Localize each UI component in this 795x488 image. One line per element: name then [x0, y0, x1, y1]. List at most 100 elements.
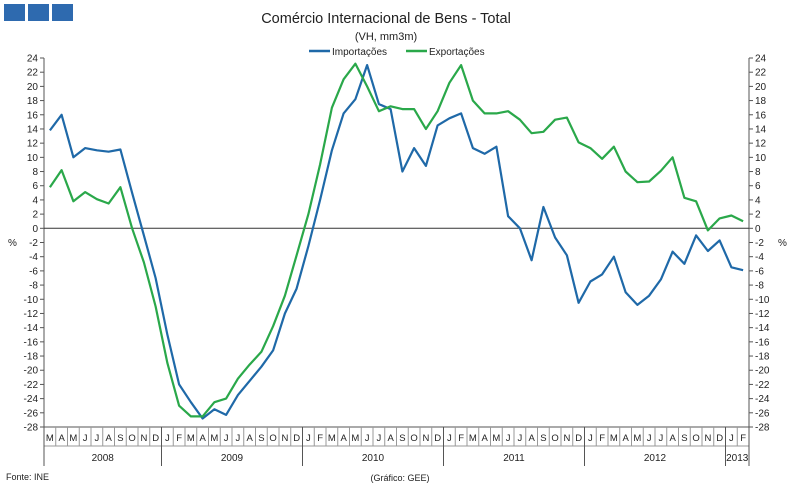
x-tick-label-month: S [258, 433, 264, 444]
y-tick-label-left: -10 [24, 295, 39, 306]
x-tick-label-month: S [681, 433, 687, 444]
y-tick-label-left: 10 [27, 153, 39, 164]
legend: Importações Exportações [309, 47, 485, 58]
x-tick-label-month: F [176, 433, 182, 444]
y-tick-label-left: -26 [24, 408, 39, 419]
y-tick-label-right: -10 [755, 295, 770, 306]
x-tick-label-month: J [83, 433, 88, 444]
x-tick-label-month: J [95, 433, 100, 444]
x-tick-label-month: S [540, 433, 546, 444]
x-tick-label-month: M [351, 433, 359, 444]
x-tick-label-month: M [69, 433, 77, 444]
y-tick-label-right: 8 [755, 167, 761, 178]
y-tick-label-right: -28 [755, 423, 770, 434]
y-tick-label-right: 0 [755, 224, 761, 235]
y-tick-label-left: -20 [24, 366, 39, 377]
legend-label-exportacoes: Exportações [429, 47, 485, 58]
x-tick-label-month: A [481, 433, 488, 444]
x-tick-label-month: D [152, 433, 159, 444]
x-tick-label-month: M [633, 433, 641, 444]
x-tick-label-month: J [236, 433, 241, 444]
x-tick-label-month: A [528, 433, 535, 444]
y-tick-label-right: -2 [755, 238, 764, 249]
y-tick-label-right: -8 [755, 281, 764, 292]
x-tick-label-month: A [669, 433, 676, 444]
y-tick-label-right: -18 [755, 352, 770, 363]
x-tick-label-month: A [246, 433, 253, 444]
x-tick-label-month: J [518, 433, 523, 444]
x-tick-label-month: D [575, 433, 582, 444]
y-axis-label-right: % [778, 238, 787, 249]
y-tick-label-right: -4 [755, 252, 764, 263]
x-tick-label-month: A [387, 433, 394, 444]
y-tick-label-right: 2 [755, 210, 761, 221]
y-tick-label-left: 12 [27, 139, 39, 150]
x-tick-label-month: S [117, 433, 123, 444]
x-tick-label-month: J [588, 433, 593, 444]
x-tick-label-month: O [269, 433, 276, 444]
x-tick-label-month: J [377, 433, 382, 444]
chart-title: Comércio Internacional de Bens - Total [261, 11, 511, 27]
y-tick-label-left: -2 [29, 238, 38, 249]
y-tick-label-left: 0 [32, 224, 38, 235]
y-axis-label-left: % [8, 238, 17, 249]
x-tick-label-year: 2013 [726, 453, 749, 464]
x-tick-label-month: M [328, 433, 336, 444]
x-tick-label-month: J [647, 433, 652, 444]
x-tick-label-month: O [410, 433, 417, 444]
y-tick-label-right: 10 [755, 153, 767, 164]
footer-source: Fonte: INE [6, 472, 49, 482]
x-tick-label-month: M [46, 433, 54, 444]
x-tick-label-month: J [447, 433, 452, 444]
chart-subtitle: (VH, mm3m) [355, 31, 417, 43]
x-tick-label-month: O [128, 433, 135, 444]
y-tick-label-left: 8 [32, 167, 38, 178]
y-tick-label-right: -6 [755, 266, 764, 277]
y-tick-label-right: 12 [755, 139, 767, 150]
y-tick-label-right: 16 [755, 110, 767, 121]
x-tick-label-month: M [210, 433, 218, 444]
y-tick-label-left: 18 [27, 96, 39, 107]
x-tick-label-year: 2009 [221, 453, 244, 464]
y-tick-label-left: -22 [24, 380, 39, 391]
y-tick-label-left: 2 [32, 210, 38, 221]
x-tick-label-month: J [306, 433, 311, 444]
legend-label-importacoes: Importações [332, 47, 387, 58]
y-tick-label-left: 24 [27, 54, 39, 65]
y-tick-label-left: -8 [29, 281, 38, 292]
y-tick-label-left: -24 [24, 394, 39, 405]
x-tick-label-month: F [740, 433, 746, 444]
x-tick-label-month: N [563, 433, 570, 444]
y-tick-label-right: 18 [755, 96, 767, 107]
y-tick-label-right: 24 [755, 54, 767, 65]
x-tick-label-month: A [105, 433, 112, 444]
x-tick-label-month: O [551, 433, 558, 444]
series-line-importacoes [49, 63, 744, 420]
y-tick-label-right: -22 [755, 380, 770, 391]
x-tick-label-month: J [659, 433, 664, 444]
logo-block [52, 4, 73, 21]
series-line-exportacoes [48, 62, 744, 418]
x-tick-label-year: 2008 [92, 453, 115, 464]
x-tick-label-month: A [340, 433, 347, 444]
y-tick-label-right: 14 [755, 124, 767, 135]
logo-block [4, 4, 25, 21]
x-tick-label-month: S [399, 433, 405, 444]
x-tick-label-month: N [281, 433, 288, 444]
x-tick-label-month: J [365, 433, 370, 444]
y-tick-label-right: 4 [755, 195, 761, 206]
y-tick-label-left: 16 [27, 110, 39, 121]
y-tick-label-left: -6 [29, 266, 38, 277]
y-tick-label-right: -14 [755, 323, 770, 334]
y-tick-label-left: 14 [27, 124, 39, 135]
x-tick-label-month: A [622, 433, 629, 444]
y-tick-label-left: 6 [32, 181, 38, 192]
x-tick-label-month: M [187, 433, 195, 444]
x-tick-label-year: 2010 [362, 453, 385, 464]
x-tick-label-month: J [729, 433, 734, 444]
x-tick-label-month: D [716, 433, 723, 444]
y-tick-label-left: 20 [27, 82, 39, 93]
y-tick-label-left: -12 [24, 309, 39, 320]
x-tick-label-month: M [610, 433, 618, 444]
